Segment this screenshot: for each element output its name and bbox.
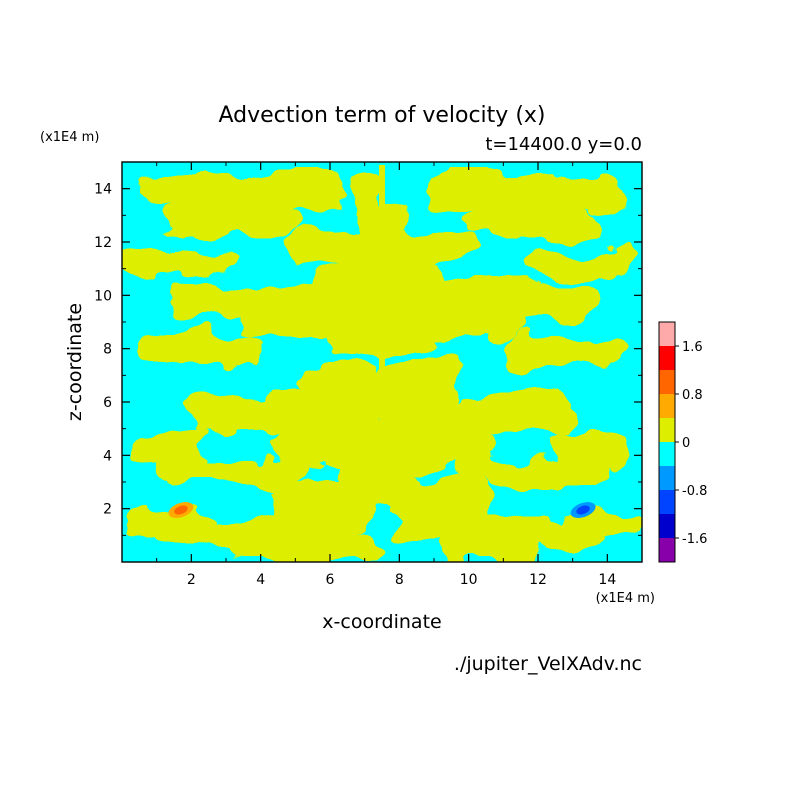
positive-region xyxy=(362,262,442,352)
positive-region xyxy=(352,167,382,247)
colorbar-level xyxy=(659,394,675,418)
colorbar-level xyxy=(659,514,675,538)
colorbar-tick-label: -1.6 xyxy=(682,532,707,547)
colorbar-level xyxy=(659,322,675,346)
positive-region xyxy=(302,362,382,432)
positive-region xyxy=(142,337,262,365)
x-tick-label: 12 xyxy=(529,572,547,588)
y-axis-label: z-coordinate xyxy=(64,303,86,421)
positive-region xyxy=(152,462,312,484)
x-tick-label: 10 xyxy=(460,572,478,588)
positive-region xyxy=(272,542,382,562)
colorbar-tick-label: 1.6 xyxy=(682,340,703,355)
positive-region xyxy=(272,432,362,467)
colorbar-level xyxy=(659,442,675,466)
colorbar-tick-label: 0.8 xyxy=(682,388,703,403)
plot-area xyxy=(122,162,642,562)
positive-peak-core xyxy=(174,505,188,515)
x-tick-label: 6 xyxy=(326,572,335,588)
x-unit-label: (x1E4 m) xyxy=(596,591,655,606)
colorbar-tick-label: 0 xyxy=(682,436,690,451)
y-tick-label: 6 xyxy=(103,395,112,411)
x-tick-label: 4 xyxy=(256,572,265,588)
source-filename: ./jupiter_VelXAdv.nc xyxy=(454,653,642,675)
colorbar-level xyxy=(659,370,675,394)
field-extrema xyxy=(168,502,596,518)
colorbar-level xyxy=(659,538,675,562)
y-tick-label: 10 xyxy=(94,288,112,304)
y-tick-label: 8 xyxy=(103,342,112,358)
positive-region xyxy=(122,252,232,274)
x-tick-label: 14 xyxy=(598,572,616,588)
positive-region xyxy=(452,462,612,484)
chart-title: Advection term of velocity (x) xyxy=(218,103,545,128)
x-tick-label: 8 xyxy=(395,572,404,588)
positive-region xyxy=(242,312,332,338)
y-tick-label: 12 xyxy=(94,235,112,251)
x-tick-label: 2 xyxy=(187,572,196,588)
positive-region xyxy=(532,252,642,274)
field-positive-regions xyxy=(122,167,642,562)
y-unit-label: (x1E4 m) xyxy=(40,130,99,145)
positive-region xyxy=(442,532,542,562)
positive-region xyxy=(382,202,412,242)
y-tick-label: 4 xyxy=(103,448,112,464)
positive-region xyxy=(132,432,212,467)
y-tick-label: 2 xyxy=(103,502,112,518)
colorbar-level xyxy=(659,490,675,514)
positive-region xyxy=(432,312,522,338)
center-symmetry-strip xyxy=(379,165,385,415)
positive-region xyxy=(422,172,622,207)
y-tick-label: 14 xyxy=(94,182,112,198)
positive-region xyxy=(502,337,622,365)
colorbar: 1.6 0.8 0 -0.8 -1.6 xyxy=(658,321,707,563)
x-axis-label: x-coordinate xyxy=(322,611,441,633)
colorbar-tick-label: -0.8 xyxy=(682,484,707,499)
plot-frame xyxy=(121,161,643,563)
positive-region xyxy=(402,432,492,467)
colorbar-level xyxy=(659,346,675,370)
positive-region xyxy=(382,362,462,432)
positive-region xyxy=(462,207,602,237)
positive-region xyxy=(362,422,422,502)
colorbar-level xyxy=(659,466,675,490)
positive-region xyxy=(162,207,302,237)
positive-region xyxy=(552,432,632,467)
colorbar-level xyxy=(659,418,675,442)
negative-peak-core xyxy=(576,505,590,515)
positive-region xyxy=(142,172,342,207)
chart-subtitle: t=14400.0 y=0.0 xyxy=(485,134,642,155)
axis-ticks: 2 4 6 8 10 12 14 2 4 6 8 10 12 14 xyxy=(94,162,642,588)
